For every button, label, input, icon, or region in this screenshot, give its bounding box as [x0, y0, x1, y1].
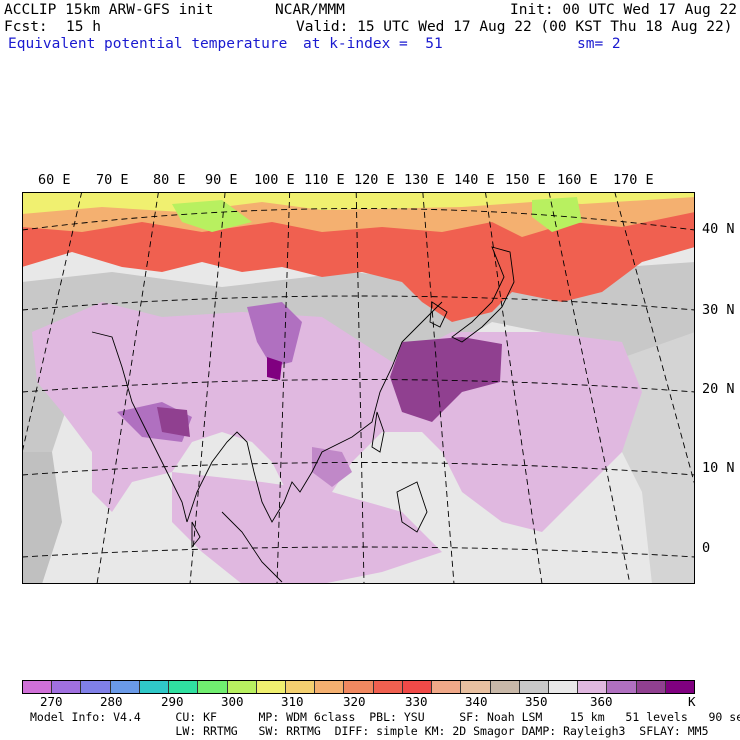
center-label: NCAR/MMM	[275, 2, 345, 18]
lat-label: 10 N	[702, 460, 735, 476]
lon-label: 70 E	[96, 172, 129, 188]
model-info-line2: LW: RRTMG SW: RRTMG DIFF: simple KM: 2D …	[30, 724, 709, 738]
colorbar-label: 330	[405, 694, 428, 709]
forecast-label: Fcst:	[4, 19, 48, 35]
colorbar-label: 350	[525, 694, 548, 709]
asia-south-coast	[186, 301, 443, 523]
purple-tibet	[247, 302, 302, 367]
colorbar-label: 290	[161, 694, 184, 709]
colorbar-swatch	[402, 681, 433, 693]
colorbar-swatch	[139, 681, 170, 693]
colorbar-swatch	[665, 681, 695, 693]
map-frame	[22, 192, 695, 584]
smoothing-label: sm= 2	[577, 36, 621, 52]
green-patch-east	[532, 197, 582, 232]
lon-label: 80 E	[153, 172, 186, 188]
lon-label: 170 E	[613, 172, 654, 188]
colorbar-swatch	[548, 681, 579, 693]
colorbar-label: 340	[465, 694, 488, 709]
colorbar-swatch	[432, 681, 462, 693]
colorbar-swatch	[461, 681, 491, 693]
lon-label: 130 E	[404, 172, 445, 188]
malay-coast	[221, 511, 283, 583]
lat-label: 30 N	[702, 302, 735, 318]
colorbar-swatch	[81, 681, 111, 693]
colorbar-swatch	[607, 681, 637, 693]
lon-label: 150 E	[505, 172, 546, 188]
model-title: ACCLIP 15km ARW-GFS init	[4, 2, 214, 18]
field-name: Equivalent potential temperature	[8, 36, 288, 52]
deep-purple-bay	[157, 407, 190, 437]
colorbar-swatch	[256, 681, 286, 693]
colorbar-swatch	[373, 681, 403, 693]
korea	[429, 301, 448, 328]
philippines	[396, 481, 428, 533]
lon-label: 100 E	[254, 172, 295, 188]
colorbar-swatch	[490, 681, 520, 693]
lavender-south	[172, 472, 442, 584]
lon-label: 60 E	[38, 172, 71, 188]
india-west-coast	[91, 331, 188, 523]
init-time: Init: 00 UTC Wed 17 Aug 22	[510, 2, 737, 18]
japan	[451, 246, 515, 343]
colorbar-swatch	[519, 681, 549, 693]
colorbar-unit: K	[688, 694, 696, 709]
deep-purple-core	[267, 357, 282, 380]
purple-scs	[312, 447, 352, 487]
lon-label: 110 E	[304, 172, 345, 188]
colorbar-label: 310	[281, 694, 304, 709]
colorbar-swatch	[52, 681, 82, 693]
deep-purple-pacific	[390, 337, 502, 422]
gray-west	[22, 452, 62, 584]
forecast-hour: 15 h	[66, 19, 101, 35]
colorbar-swatch	[110, 681, 140, 693]
lat-label: 20 N	[702, 381, 735, 397]
colorbar-swatch	[578, 681, 608, 693]
lon-label: 140 E	[454, 172, 495, 188]
colorbar-swatch	[198, 681, 228, 693]
lon-label: 90 E	[205, 172, 238, 188]
taiwan	[371, 411, 385, 453]
colorbar-label: 270	[40, 694, 63, 709]
colorbar-swatch	[227, 681, 257, 693]
colorbar-swatch	[636, 681, 666, 693]
colorbar-swatch	[23, 681, 53, 693]
valid-time: Valid: 15 UTC Wed 17 Aug 22 (00 KST Thu …	[296, 19, 733, 35]
lat-label: 40 N	[702, 221, 735, 237]
lon-label: 160 E	[557, 172, 598, 188]
colorbar	[22, 680, 695, 694]
colorbar-swatch	[285, 681, 316, 693]
sri-lanka	[191, 521, 201, 549]
colorbar-swatch	[315, 681, 345, 693]
colorbar-label: 280	[100, 694, 123, 709]
lon-label: 120 E	[354, 172, 395, 188]
colorbar-label: 300	[221, 694, 244, 709]
lat-label: 0	[702, 540, 711, 556]
level-label: at k-index = 51	[303, 36, 443, 52]
colorbar-swatch	[344, 681, 374, 693]
equivalent-potential-temperature-map	[22, 192, 695, 584]
green-patch-west	[172, 200, 252, 232]
colorbar-swatch	[169, 681, 199, 693]
colorbar-label: 360	[590, 694, 613, 709]
model-info-line1: Model Info: V4.4 CU: KF MP: WDM 6class P…	[30, 710, 740, 724]
colorbar-label: 320	[343, 694, 366, 709]
